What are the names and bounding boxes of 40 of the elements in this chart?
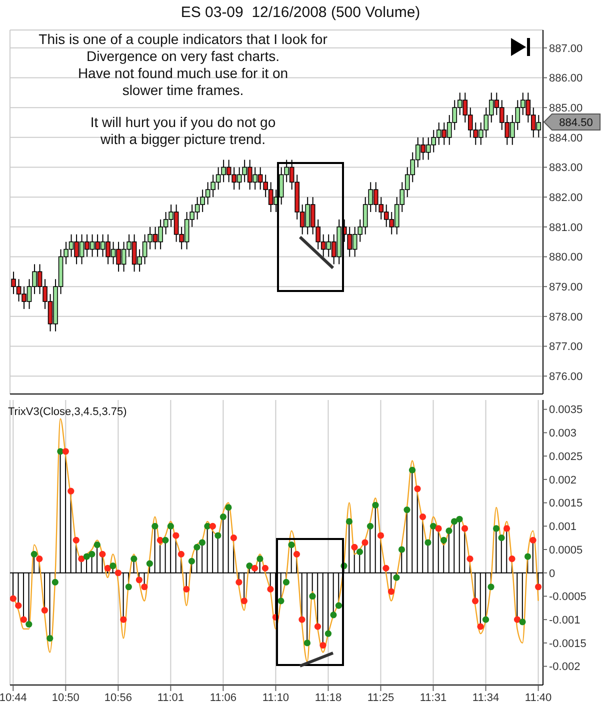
y-tick-label: 0.0035 <box>549 404 583 416</box>
y-tick-label: 876.00 <box>549 371 583 384</box>
y-tick-label: 882.00 <box>549 192 583 204</box>
annotation: It will hurt you if you do not go with a bigger picture trend. <box>89 114 277 148</box>
y-tick-label: -0.002 <box>549 661 580 674</box>
text: TrixV3(Close,3,4.5,3.75) <box>8 406 127 418</box>
y-tick-label: 0.0015 <box>549 498 583 510</box>
x-tick-label: 11:31 <box>420 692 447 704</box>
y-tick-label: 878.00 <box>549 311 583 324</box>
y-tick-label: 879.00 <box>549 281 583 294</box>
x-tick-label: 11:25 <box>367 692 394 704</box>
y-tick-label: 877.00 <box>549 341 583 354</box>
y-tick-label: 0.003 <box>549 428 577 440</box>
y-tick-label: 881.00 <box>549 222 583 234</box>
y-tick-label: 884.00 <box>549 132 583 144</box>
y-tick-label: 0.0025 <box>549 450 583 463</box>
x-tick-label: 11:34 <box>472 692 500 704</box>
y-tick-label: 887.00 <box>549 42 583 55</box>
y-tick-label: 0.001 <box>549 521 577 534</box>
y-tick-label: 0.002 <box>549 474 577 486</box>
x-tick-label: 10:50 <box>52 692 80 704</box>
x-tick-label: 10:56 <box>104 692 132 704</box>
chart-title: ES 03-09 12/16/2008 (500 Volume) <box>180 4 422 21</box>
y-tick-label: 883.00 <box>549 162 583 174</box>
x-tick-label: 11:06 <box>210 692 237 704</box>
y-tick-label: -0.001 <box>549 614 580 626</box>
y-tick-label: 0 <box>549 568 556 580</box>
x-tick-label: 11:01 <box>157 692 184 704</box>
y-tick-label: 0.0005 <box>549 544 583 556</box>
y-tick-label: 885.00 <box>549 102 583 114</box>
annotation: This is one of a couple indicators that I look for Divergence on very fast charts. Have not found much use for it on slower time frames. <box>38 31 328 99</box>
x-tick-label: 10:44 <box>0 692 27 704</box>
y-tick-label: -0.0005 <box>549 591 586 604</box>
y-tick-label: 880.00 <box>549 252 583 264</box>
x-tick-label: 11:18 <box>314 692 342 704</box>
y-tick-label: 886.00 <box>549 72 583 85</box>
y-tick-label: -0.0015 <box>549 638 586 650</box>
text: 884.50 <box>559 117 593 129</box>
x-tick-label: 11:40 <box>524 692 552 704</box>
x-tick-label: 11:10 <box>262 692 290 704</box>
